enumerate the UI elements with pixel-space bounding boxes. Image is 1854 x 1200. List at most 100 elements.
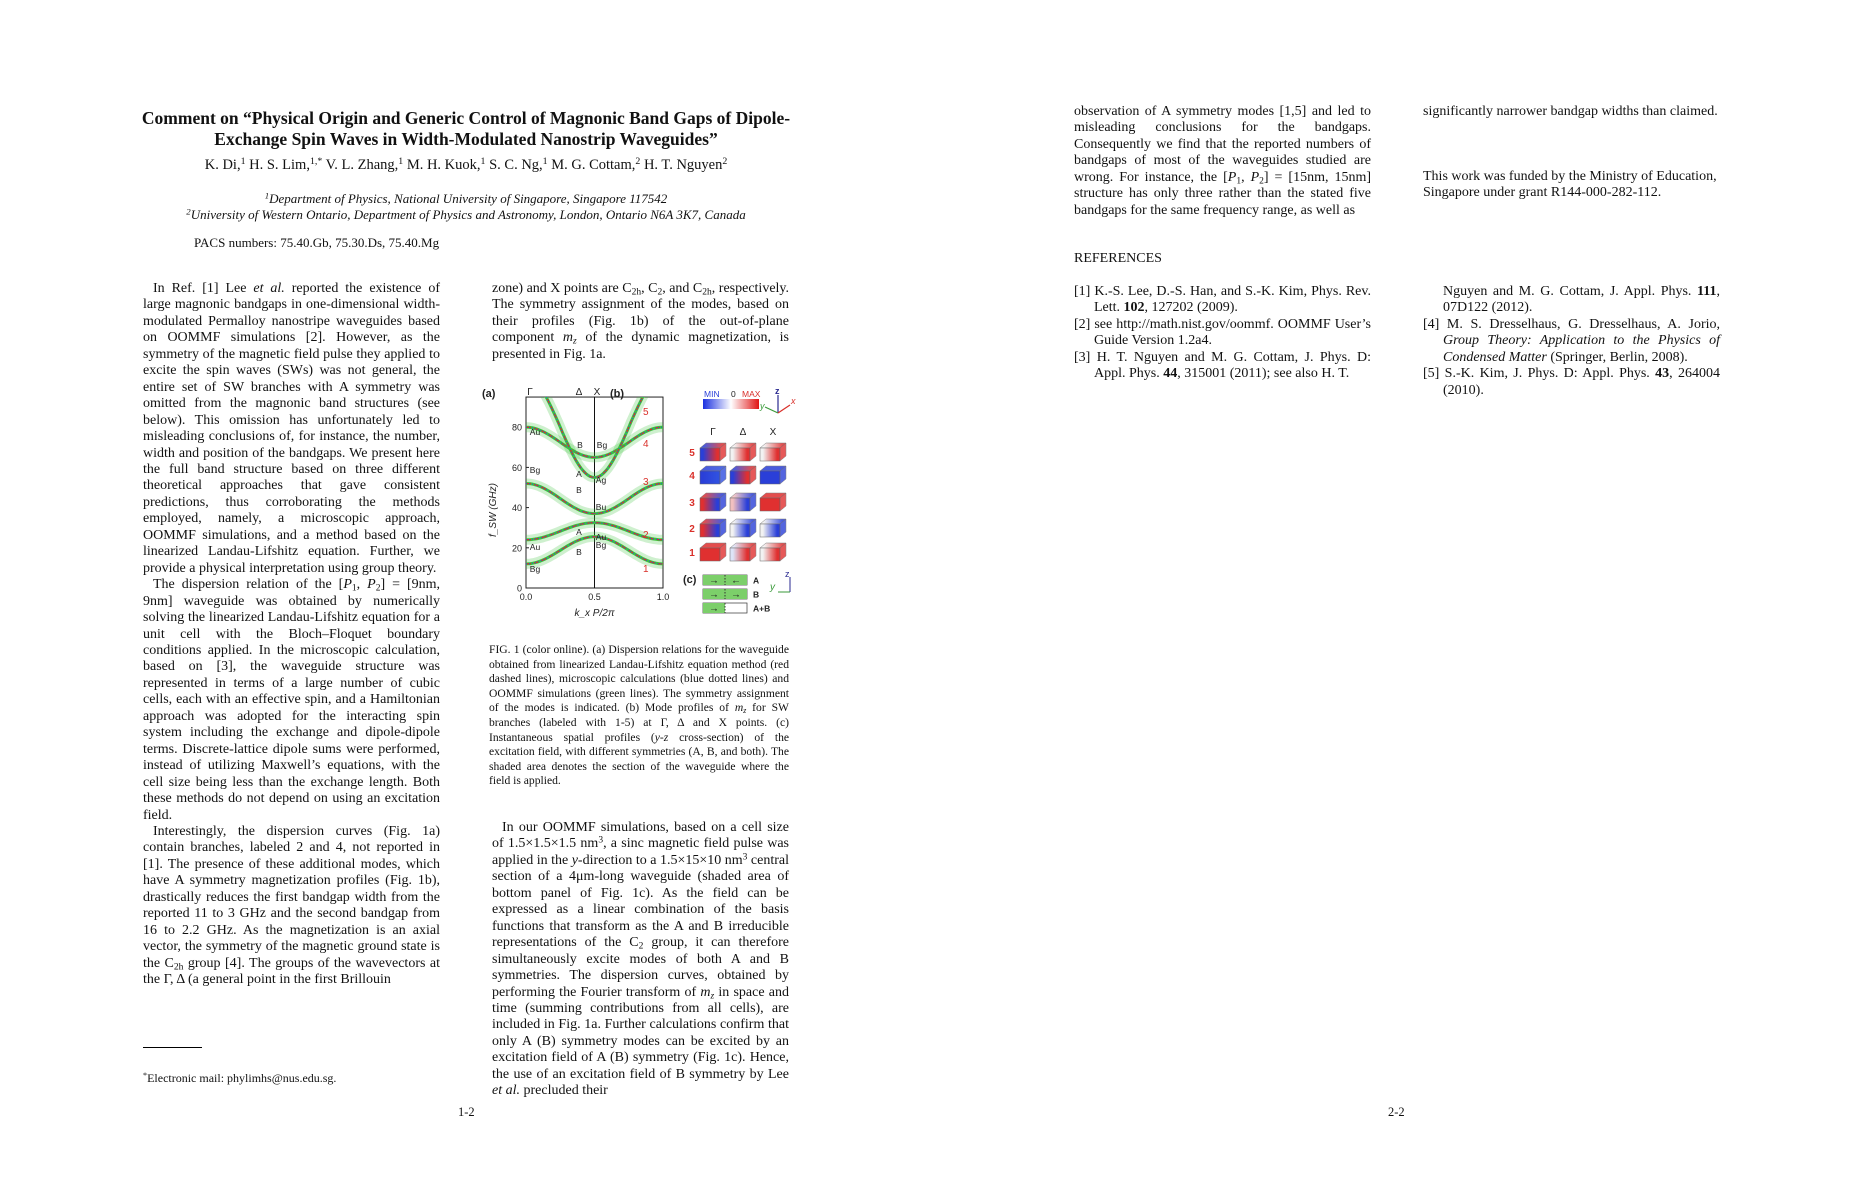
excitation-arrow-right: →: [731, 590, 741, 601]
page-number-1: 1-2: [458, 1105, 475, 1119]
text-run: , 127202 (2009).: [1144, 300, 1238, 316]
branch-number-label: 4: [643, 439, 649, 450]
text-run: In our OOMMF simulations, based on a cel…: [492, 820, 789, 852]
y-tick-label: 40: [512, 503, 522, 513]
symmetry-label: Bg: [596, 540, 607, 550]
microscopic-dotted-line: [526, 426, 663, 459]
cube-front-face: [699, 497, 721, 512]
affiliation-2: 2University of Western Ontario, Departme…: [130, 207, 802, 223]
affiliation-1: 1Department of Physics, National Univers…: [130, 191, 802, 207]
text-run: 44: [1163, 366, 1178, 382]
mode-profile-cube: [759, 465, 787, 485]
y-tick-label: 20: [512, 543, 522, 553]
cube-front-face: [729, 470, 751, 485]
reference-item: [3] H. T. Nguyen and M. G. Cottam, J. Ph…: [1074, 350, 1371, 383]
cube-side-face: [779, 518, 787, 538]
text-run: 102: [1123, 300, 1145, 316]
mode-profile-cube: [699, 518, 727, 538]
cube-front-face: [699, 470, 721, 485]
symmetry-label: Au: [530, 427, 541, 437]
text-run: reported the existence of large magnonic…: [143, 281, 440, 576]
excitation-symmetry-label: B: [753, 590, 759, 600]
text-run: 1: [264, 190, 270, 201]
text-run: group, it can therefore simultaneously e…: [492, 935, 789, 1000]
mode-profile-cube: [699, 465, 727, 485]
cube-front-face: [759, 447, 781, 462]
y-tick-label: 80: [512, 423, 522, 433]
panel-c-label: (c): [683, 574, 697, 586]
mode-profile-cube: [729, 542, 757, 562]
text-run: z: [572, 337, 577, 348]
text-run: The dispersion relation of the [: [153, 577, 344, 593]
column-1: In Ref. [1] Lee et al. reported the exis…: [143, 281, 440, 988]
profile-row-label: 4: [689, 471, 695, 482]
cube-front-face: [759, 497, 781, 512]
text-run: m: [700, 984, 711, 1000]
text-run: 1: [398, 156, 404, 168]
profile-row-label: 2: [689, 524, 695, 535]
axis-x-label: x: [790, 396, 796, 406]
text-run: [4] M. S. Dresselhaus, G. Dresselhaus, A…: [1423, 316, 1720, 332]
text-run: cross-section) of the excitation field, …: [489, 730, 790, 788]
symmetry-label: Au: [596, 532, 607, 542]
column-4: significantly narrower bandgap widths th…: [1423, 104, 1720, 120]
text-run: 1: [351, 583, 357, 594]
text-run: Nguyen and M. G. Cottam, J. Appl. Phys.: [1443, 284, 1698, 299]
x-axis-label: k_x P/2π: [574, 608, 614, 619]
text-run: group [4]. The groups of the wavevectors…: [143, 955, 440, 988]
c-axis-z-label: z: [785, 569, 790, 579]
text-run: [5] S.-K. Kim, J. Phys. D: Appl. Phys.: [1423, 366, 1656, 382]
colorbar-max-label: MAX: [742, 389, 761, 399]
text-run: , respectively. The symmetry assignment …: [492, 281, 790, 346]
text-run: 3: [598, 835, 604, 846]
text-run: ] = [15nm, 15nm] structure has only thre…: [1074, 169, 1371, 218]
mode-profile-cube: [699, 542, 727, 562]
text-run: , 264004 (2010).: [1443, 366, 1720, 398]
text-run: 1: [542, 156, 548, 168]
text-run: precluded their: [520, 1083, 608, 1099]
text-run: , 07D122 (2012).: [1443, 284, 1720, 316]
symmetry-label: B: [577, 440, 583, 450]
text-run: 2: [375, 583, 381, 594]
excitation-arrow-left: →: [709, 604, 719, 615]
reference-item: [1] K.-S. Lee, D.-S. Han, and S.-K. Kim,…: [1074, 284, 1371, 317]
dispersion-curves: [526, 397, 663, 569]
oommf-line: [526, 521, 663, 542]
microscopic-dotted-line: [545, 397, 644, 479]
cube-side-face: [779, 492, 787, 512]
cube-front-face: [759, 523, 781, 538]
x-axis-arrow: [777, 404, 791, 414]
text-run: [2] see http://math.nist.gov/oommf. OOMM…: [1074, 316, 1371, 349]
text-run: [1] K.-S. Lee, D.-S. Han, and S.-K. Kim,…: [1074, 284, 1371, 316]
reference-item: [5] S.-K. Kim, J. Phys. D: Appl. Phys. 4…: [1423, 366, 1720, 399]
excitation-arrow-left: →: [709, 576, 719, 587]
text-run: zone) and X points are C: [492, 281, 632, 296]
y-axis-label: f_SW (GHz): [488, 483, 499, 537]
page-number-2: 2-2: [1388, 1105, 1405, 1119]
text-run: , a sinc magnetic field pulse was applie…: [492, 836, 790, 868]
symmetry-label: A: [576, 469, 582, 479]
text-run: z: [743, 706, 747, 716]
profile-column-header: X: [770, 427, 777, 438]
branch-number-label: 1: [643, 564, 649, 575]
cube-front-face: [759, 470, 781, 485]
excitation-shaded-left: [703, 589, 725, 599]
text-run: ,: [356, 577, 368, 593]
cube-side-face: [719, 492, 727, 512]
text-run: M. H. Kuok,: [403, 157, 481, 173]
text-run: Electronic mail: phylimhs@nus.edu.sg.: [147, 1071, 337, 1085]
text-run: Group Theory: Application to the Physics…: [1443, 333, 1720, 365]
references-heading: REFERENCES: [1074, 251, 1162, 266]
y-tick-label: 0: [517, 584, 522, 594]
references-col4: Nguyen and M. G. Cottam, J. Appl. Phys. …: [1423, 284, 1720, 399]
reference-item: [4] M. S. Dresselhaus, G. Dresselhaus, A…: [1423, 317, 1720, 366]
text-run: -direction to a 1.5×15×10 nm: [577, 852, 743, 868]
excitation-shaded-left: [703, 575, 725, 585]
paragraph: observation of A symmetry modes [1,5] an…: [1074, 104, 1371, 219]
text-run: ,: [1241, 169, 1251, 185]
text-run: Department of Physics, National Universi…: [269, 191, 668, 206]
top-point-delta: Δ: [576, 387, 583, 398]
text-run: ] = [9nm, 9nm] waveguide was obtained by…: [143, 577, 440, 823]
mode-profile-cube: [729, 465, 757, 485]
text-run: 2h: [631, 287, 642, 298]
